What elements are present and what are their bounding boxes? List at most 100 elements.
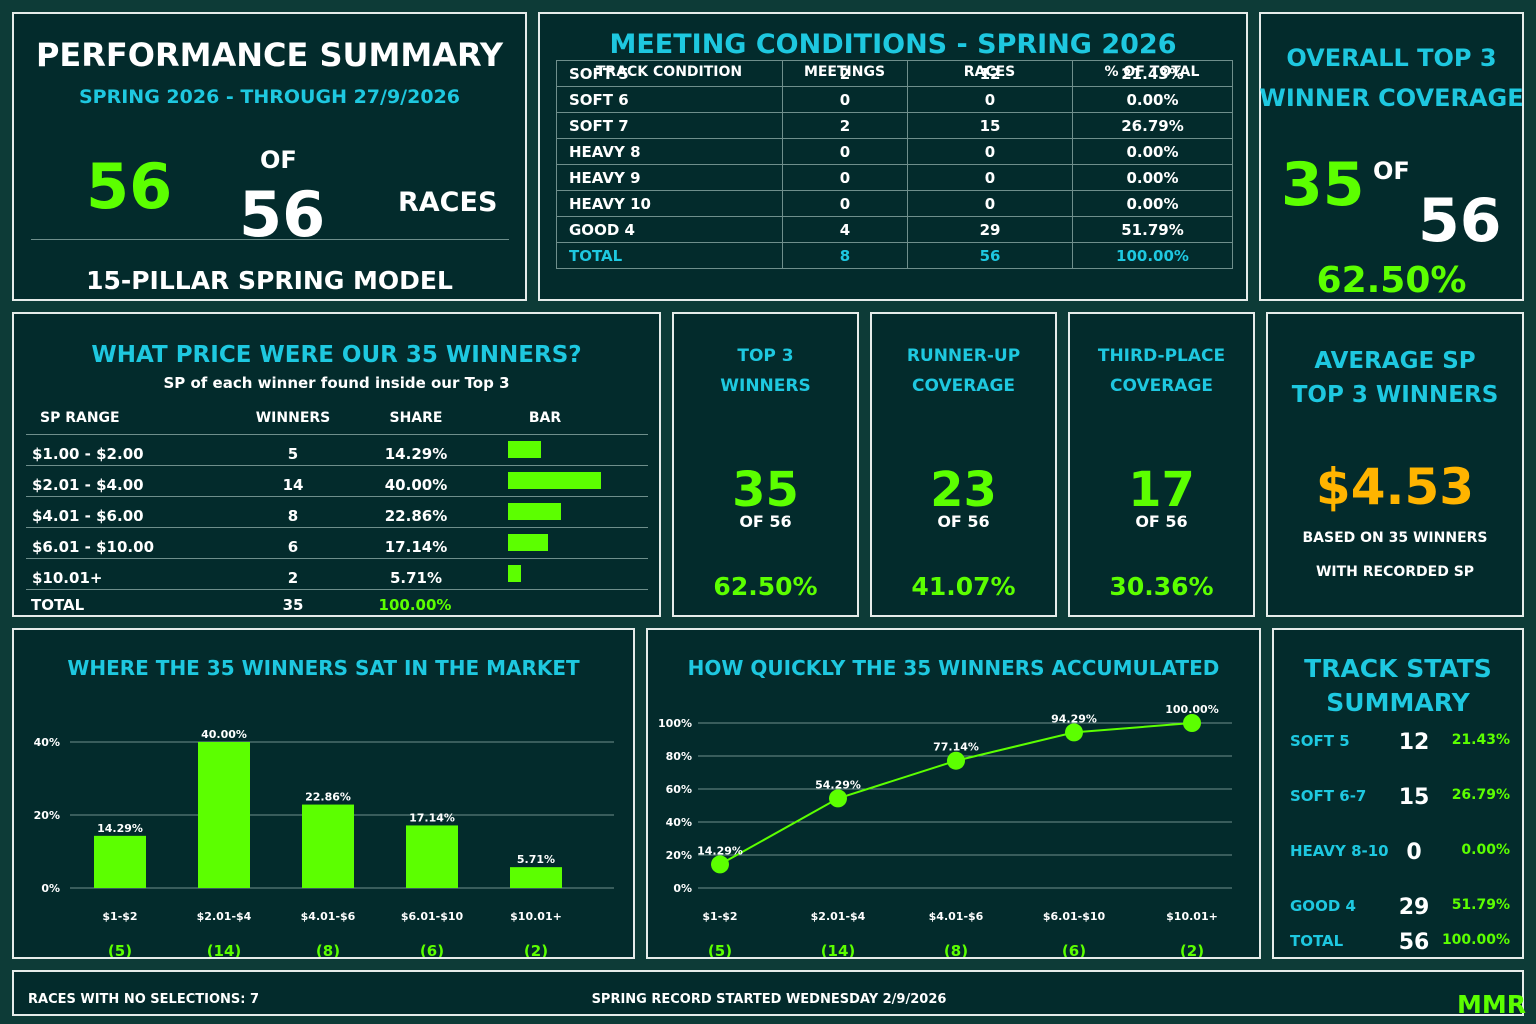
price-winners: 14 [282, 476, 304, 494]
coverage-total: 56 [1418, 186, 1502, 256]
table-cell: GOOD 4 [556, 216, 783, 243]
table-cell: SOFT 6 [556, 86, 783, 113]
card-title-line2: COVERAGE [911, 376, 1016, 396]
y-tick-label: 40% [666, 816, 692, 829]
table-cell: 15 [907, 112, 1073, 139]
table-cell: TOTAL [556, 242, 783, 269]
track-stat-label: TOTAL [1290, 932, 1344, 950]
point-value-label: 77.14% [933, 741, 979, 754]
bar [510, 867, 562, 888]
price-range: $2.01 - $4.00 [32, 476, 144, 494]
brand-logo: MMR [1457, 990, 1527, 1019]
table-cell: 0.00% [1072, 164, 1233, 191]
bar-chart-title: WHERE THE 35 WINNERS SAT IN THE MARKET [67, 656, 580, 680]
card-title-line1: THIRD-PLACE [1097, 346, 1226, 366]
table-cell: SOFT 5 [556, 60, 783, 87]
price-total-label: TOTAL [31, 596, 85, 614]
table-divider [26, 558, 648, 559]
track-stat-races: 15 [1398, 785, 1430, 810]
meeting-conditions-table: SOFT 5 2 12 21.43% SOFT 6 0 0 0.00% SOFT 7 2 15 2… [556, 60, 1233, 269]
bar [198, 742, 250, 888]
x-count-label: (5) [708, 942, 732, 957]
data-point [711, 855, 729, 874]
track-stat-races: 12 [1398, 730, 1430, 755]
table-cell: 8 [782, 242, 908, 269]
card-of-label: OF 56 [937, 512, 990, 531]
price-bar [508, 534, 548, 551]
table-divider [26, 589, 648, 590]
x-count-label: (2) [1180, 942, 1204, 957]
summary-races-label: RACES [398, 187, 498, 218]
card-of-label: OF 56 [739, 512, 792, 531]
price-range: $6.01 - $10.00 [32, 538, 154, 556]
table-cell: 0.00% [1072, 190, 1233, 217]
footer-no-selections: RACES WITH NO SELECTIONS: 7 [28, 992, 260, 1007]
table-cell: 0 [907, 86, 1073, 113]
x-tick-label: $1-$2 [702, 910, 737, 923]
accumulation-line-chart-panel: HOW QUICKLY THE 35 WINNERS ACCUMULATED 0… [646, 628, 1261, 959]
price-header-bar: BAR [528, 410, 562, 426]
card-percent: 41.07% [911, 572, 1016, 601]
table-row: GOOD 4 4 29 51.79% [556, 216, 1233, 243]
card-value: 23 [930, 462, 997, 518]
x-tick-label: $10.01+ [1166, 910, 1218, 923]
avg-sp-title-line2: TOP 3 WINNERS [1291, 382, 1499, 408]
y-tick-label: 80% [666, 750, 692, 763]
y-tick-label: 60% [666, 783, 692, 796]
x-tick-label: $6.01-$10 [1043, 910, 1106, 923]
table-cell: 26.79% [1072, 112, 1233, 139]
table-cell: 2 [782, 60, 908, 87]
price-header-share: SHARE [389, 410, 443, 426]
x-tick-label: $4.01-$6 [301, 910, 356, 923]
top3-winners-card: TOP 3 WINNERS 35 OF 56 62.50% [672, 312, 859, 617]
x-count-label: (14) [821, 942, 856, 957]
table-divider [26, 527, 648, 528]
price-row: $10.01+ 2 5.71% [28, 561, 648, 592]
table-divider [26, 465, 648, 466]
performance-summary-panel: PERFORMANCE SUMMARY SPRING 2026 - THROUG… [12, 12, 527, 301]
table-cell: 56 [907, 242, 1073, 269]
coverage-title-line1: OVERALL TOP 3 [1286, 44, 1497, 72]
table-cell: 0 [907, 164, 1073, 191]
x-count-label: (14) [207, 942, 242, 957]
price-bar [508, 441, 542, 458]
price-share: 14.29% [384, 445, 448, 463]
x-count-label: (6) [420, 942, 444, 957]
x-count-label: (8) [944, 942, 968, 957]
table-row: SOFT 6 0 0 0.00% [556, 86, 1233, 113]
model-name: 15-PILLAR SPRING MODEL [86, 266, 453, 295]
price-winners: 2 [287, 569, 299, 587]
price-share: 22.86% [384, 507, 448, 525]
track-stat-label: SOFT 6-7 [1290, 787, 1367, 805]
y-tick-label: 40% [34, 736, 60, 749]
table-cell: 0 [782, 86, 908, 113]
performance-summary-subtitle: SPRING 2026 - THROUGH 27/9/2026 [78, 86, 461, 108]
track-stats-panel: TRACK STATS SUMMARY SOFT 5 12 21.43% SOFT 6… [1272, 628, 1524, 959]
track-stat-label: GOOD 4 [1290, 897, 1356, 915]
track-stats-title-line2: SUMMARY [1326, 688, 1470, 717]
x-tick-label: $10.01+ [510, 910, 562, 923]
x-tick-label: $6.01-$10 [401, 910, 464, 923]
card-percent: 62.50% [713, 572, 818, 601]
footer-record-start: SPRING RECORD STARTED WEDNESDAY 2/9/2026 [591, 992, 947, 1007]
track-stat-races: 56 [1398, 930, 1430, 955]
card-value: 35 [732, 462, 799, 518]
line-chart-title: HOW QUICKLY THE 35 WINNERS ACCUMULATED [687, 656, 1220, 680]
price-table-title: WHAT PRICE WERE OUR 35 WINNERS? [91, 342, 582, 368]
table-cell: 100.00% [1072, 242, 1233, 269]
avg-sp-note-line1: BASED ON 35 WINNERS [1302, 530, 1488, 546]
price-row: $1.00 - $2.00 5 14.29% [28, 437, 648, 468]
table-cell: 4 [782, 216, 908, 243]
track-stat-percent: 26.79% [1451, 787, 1510, 803]
price-share: 5.71% [389, 569, 443, 587]
summary-divider [31, 239, 509, 240]
table-total-row: TOTAL 8 56 100.00% [556, 242, 1233, 269]
table-divider [26, 496, 648, 497]
meeting-conditions-title: MEETING CONDITIONS - SPRING 2026 [609, 29, 1177, 60]
price-winners: 8 [287, 507, 299, 525]
track-stat-label: HEAVY 8-10 [1290, 842, 1389, 860]
track-stat-percent: 100.00% [1441, 932, 1510, 948]
track-stat-races: 29 [1398, 895, 1430, 920]
table-divider [26, 434, 648, 435]
table-cell: 29 [907, 216, 1073, 243]
